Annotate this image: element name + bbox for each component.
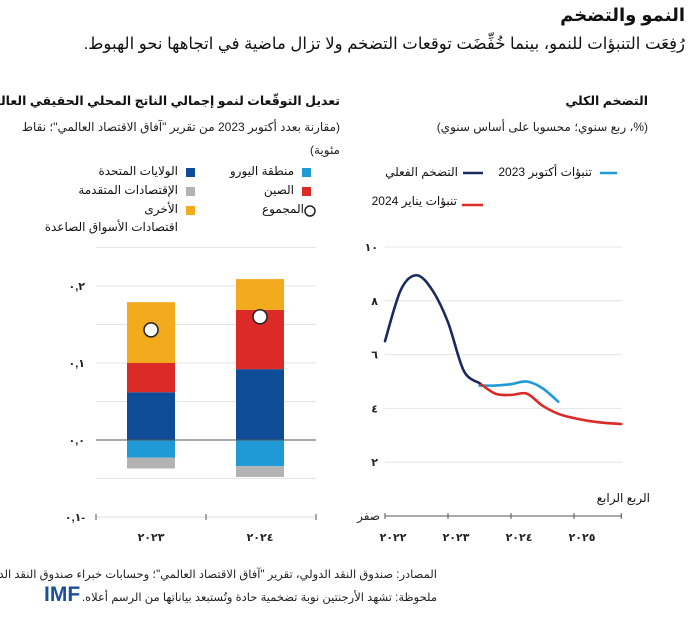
bar-segment-united_states: [236, 369, 284, 440]
y-tick-label: ٨: [371, 296, 378, 308]
x-axis-note: الربع الرابع: [596, 491, 650, 505]
imf-logo: IMF: [44, 583, 81, 606]
legend-china: الصين: [264, 183, 294, 197]
y-tick-label: ٢: [371, 457, 378, 469]
legend-swatch-euro_area: [302, 168, 311, 177]
bar-segment-emerging_other: [236, 279, 284, 310]
legend-swatch-advanced: [186, 187, 195, 196]
bar-segment-united_states: [127, 392, 175, 440]
y-tick-label: صفر: [356, 509, 380, 524]
source-note: المصادر: صندوق النقد الدولي، تقرير "آفاق…: [0, 569, 437, 581]
y-tick-label: ٠,١-: [65, 512, 85, 524]
x-tick-label: ٢٠٢٣: [443, 532, 470, 544]
bar-segment-advanced: [127, 457, 175, 469]
legend-jan2024: تنبؤات يناير 2024: [372, 194, 457, 208]
legend-total: المجموع: [262, 202, 304, 216]
total-marker: [252, 309, 268, 325]
legend-euro-area: منطقة اليورو: [230, 164, 294, 178]
footnote: ملحوظة: تشهد الأرجنتين نوبة تضخمية حادة …: [81, 592, 437, 604]
x-tick-label: ٢٠٢٢: [380, 532, 407, 544]
legend-oct2023: تنبؤات أكتوبر 2023: [498, 165, 592, 179]
legend-other: الأخرى: [144, 202, 178, 216]
bar-segment-euro_area: [236, 440, 284, 467]
legend-label: الإقتصادات المتقدمة: [78, 183, 178, 197]
bar-segment-china: [127, 363, 175, 393]
legend-label: الأخرى: [144, 202, 178, 216]
x-tick-label: ٢٠٢٤: [506, 532, 533, 544]
legend-emerging: اقتصادات الأسواق الصاعدة: [45, 220, 178, 234]
y-tick-label: ٠,٢: [69, 281, 86, 293]
series-line-jan2024_forecast: [478, 381, 623, 426]
legend-label: تنبؤات يناير 2024: [371, 194, 457, 208]
legend-label: الصين: [263, 183, 294, 197]
y-tick-label: ٠,١: [69, 358, 85, 370]
line-chart-subtitle: (%، ربع سنوي؛ محسوبا على أساس سنوي): [436, 120, 648, 134]
series-line-actual_inflation: [383, 273, 481, 385]
legend-label: اقتصادات الأسواق الصاعدة: [44, 220, 178, 234]
legend-label: المجموع: [262, 202, 304, 216]
legend-label: منطقة اليورو: [229, 164, 294, 178]
bar-segment-euro_area: [127, 440, 175, 458]
legend-swatch-china: [302, 187, 311, 196]
legend-label: الولايات المتحدة: [98, 164, 178, 178]
legend-total-marker: [304, 205, 316, 217]
y-tick-label: ١٠: [365, 242, 378, 254]
bar-chart-subtitle: (مقارنة بعدد أكتوبر 2023 من تقرير "آفاق …: [21, 120, 340, 157]
legend-label: التضخم الفعلي: [385, 165, 458, 179]
bar-segment-advanced: [236, 466, 284, 477]
page-title: النمو والتضخم: [560, 5, 685, 25]
legend-advanced: الإقتصادات المتقدمة: [78, 183, 178, 197]
bar-chart-title: تعديل التوقّعات لنمو إجمالي الناتج المحل…: [0, 94, 340, 108]
legend-actual: التضخم الفعلي: [385, 165, 458, 179]
legend-swatch-united_states: [186, 168, 195, 177]
line-chart-title: التضخم الكلي: [565, 94, 648, 108]
y-tick-label: ٦: [371, 350, 378, 362]
x-tick-label: ٢٠٢٤: [247, 532, 274, 544]
x-tick-label: ٢٠٢٣: [138, 532, 165, 544]
y-tick-label: ٤: [371, 403, 378, 415]
legend-label: تنبؤات أكتوبر 2023: [498, 165, 592, 179]
series-line-oct2023_forecast: [478, 380, 560, 403]
legend-united-states: الولايات المتحدة: [98, 164, 178, 178]
legend-swatch-emerging_other: [186, 206, 195, 215]
y-tick-label: ٠,٠: [69, 435, 85, 447]
x-tick-label: ٢٠٢٥: [569, 532, 596, 544]
page-subtitle: رُفِعَت التنبؤات للنمو، بينما خُفِّضَت ت…: [83, 35, 685, 53]
total-marker: [143, 322, 159, 338]
